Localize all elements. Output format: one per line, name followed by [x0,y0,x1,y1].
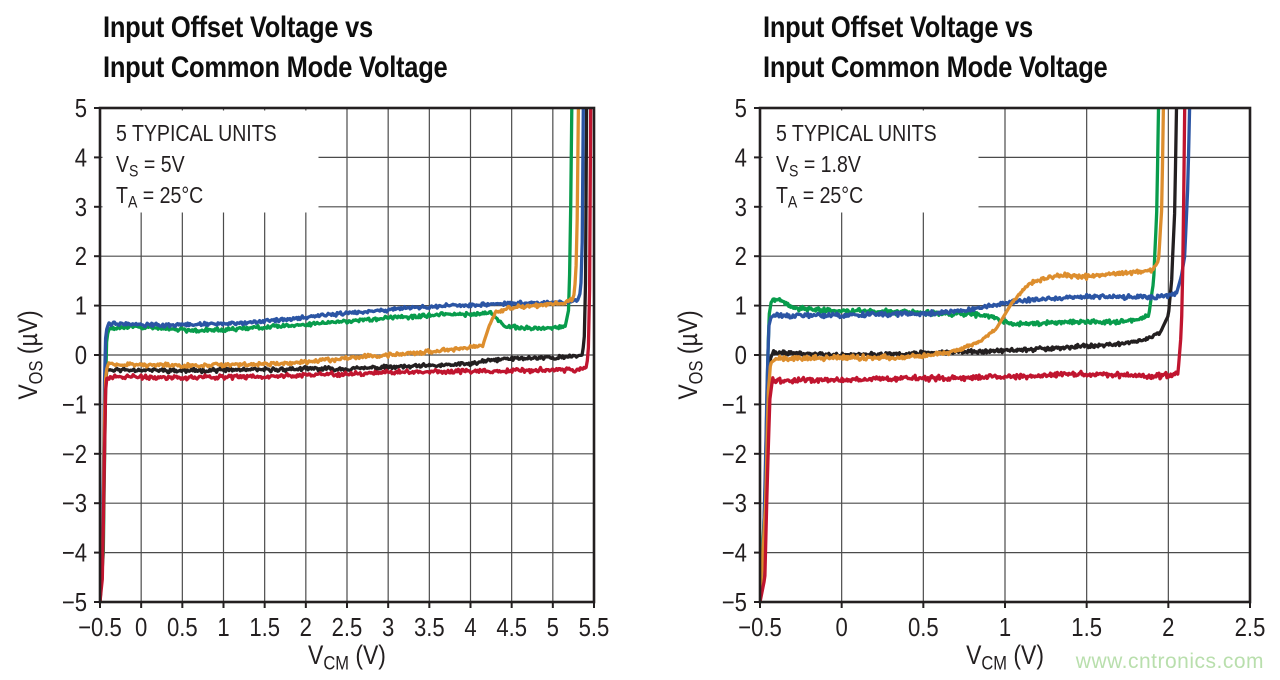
y-tick-label: −5 [62,588,87,617]
y-tick-label: 0 [75,341,87,370]
annotation-line: VS = 5V [116,152,185,181]
annotation-line: 5 TYPICAL UNITS [116,121,277,147]
x-tick-label: 0.5 [908,613,939,642]
y-tick-label: −4 [722,539,747,568]
x-tick-label: 4.5 [496,613,527,642]
y-tick-label: −2 [722,440,747,469]
x-tick-label: 3.5 [414,613,445,642]
x-tick-label: 3 [382,613,394,642]
y-axis-label: VOS (µV) [673,310,706,399]
annotation-line: 5 TYPICAL UNITS [776,121,937,147]
x-axis-label: VCM (V) [308,640,386,673]
chart-title-left: Input Offset Voltage vs Input Common Mod… [103,8,448,88]
x-tick-label: 2.5 [1235,613,1266,642]
chart-title-left-line2: Input Common Mode Voltage [103,51,448,84]
x-axis-label: VCM (V) [966,640,1044,673]
y-tick-label: 0 [735,341,747,370]
x-tick-label: −0.5 [78,613,122,642]
x-tick-label: 4 [464,613,476,642]
annotation-box [102,110,319,213]
x-tick-label: 2 [300,613,312,642]
y-axis-label-group: VOS (µV) [673,310,706,399]
y-tick-label: −5 [722,588,747,617]
y-axis-label: VOS (µV) [13,310,46,399]
y-tick-label: 5 [75,94,87,123]
y-axis-label-group: VOS (µV) [13,310,46,399]
y-tick-label: 4 [735,144,747,173]
series-unit-blue [101,109,585,601]
axis-labels-group: −0.5 0 0.5 1 1.5 2 2.5 5 4 3 2 1 0 −1 −2 −3 −4 −5 VCM (V) 5… [722,94,1266,673]
x-tick-label: 2.5 [332,613,363,642]
y-tick-label: −3 [722,490,747,519]
y-tick-label: 4 [75,144,87,173]
annotation-line: TA = 25°C [116,183,203,212]
chart-title-right-line2: Input Common Mode Voltage [763,51,1108,84]
y-tick-label: 2 [75,243,87,272]
chart-title-left-line1: Input Offset Voltage vs [103,11,373,44]
series-unit-red [101,109,593,601]
x-tick-label: −0.5 [738,613,782,642]
y-tick-label: −1 [722,391,747,420]
watermark-text: www.cntronics.com [1075,650,1264,673]
annotation-box [762,110,979,213]
x-tick-label: 5 [547,613,559,642]
annotation-line: VS = 1.8V [776,152,862,181]
y-tick-label: −1 [62,391,87,420]
x-tick-label: 1 [217,613,229,642]
x-tick-label: 2 [1162,613,1174,642]
series-unit-black [761,109,1179,601]
chart-title-right: Input Offset Voltage vs Input Common Mod… [763,8,1108,88]
x-tick-label: 1.5 [1071,613,1102,642]
chart-right: −0.5 0 0.5 1 1.5 2 2.5 5 4 3 2 1 0 −1 −2 −3 −4 −5 VCM (V) 5… [673,94,1265,673]
x-tick-label: 1.5 [249,613,280,642]
chart-title-right-line1: Input Offset Voltage vs [763,11,1033,44]
series-unit-red [761,109,1187,601]
y-tick-label: 2 [735,243,747,272]
y-tick-label: −2 [62,440,87,469]
y-tick-label: 1 [75,292,87,321]
axis-labels-group: −0.5 0 0.5 1 1.5 2 2.5 3 3.5 4 4.5 5 5.5 5 4 3 2 1 0 −1 −2 −3… [62,94,609,673]
y-tick-label: 5 [735,94,747,123]
x-tick-label: 1 [999,613,1011,642]
annotation-line: TA = 25°C [776,183,863,212]
series-unit-orange [101,109,581,601]
y-tick-label: −4 [62,539,87,568]
x-tick-label: 5.5 [579,613,610,642]
y-tick-label: −3 [62,490,87,519]
series-unit-blue [761,109,1192,601]
series-unit-orange [761,109,1166,601]
chart-left: −0.5 0 0.5 1 1.5 2 2.5 3 3.5 4 4.5 5 5.5 5 4 3 2 1 0 −1 −2 −3… [13,94,609,673]
series-unit-black [101,109,589,601]
y-tick-label: 3 [75,193,87,222]
x-tick-label: 0 [135,613,147,642]
y-tick-label: 1 [735,292,747,321]
y-tick-label: 3 [735,193,747,222]
x-tick-label: 0 [836,613,848,642]
x-tick-label: 0.5 [167,613,198,642]
